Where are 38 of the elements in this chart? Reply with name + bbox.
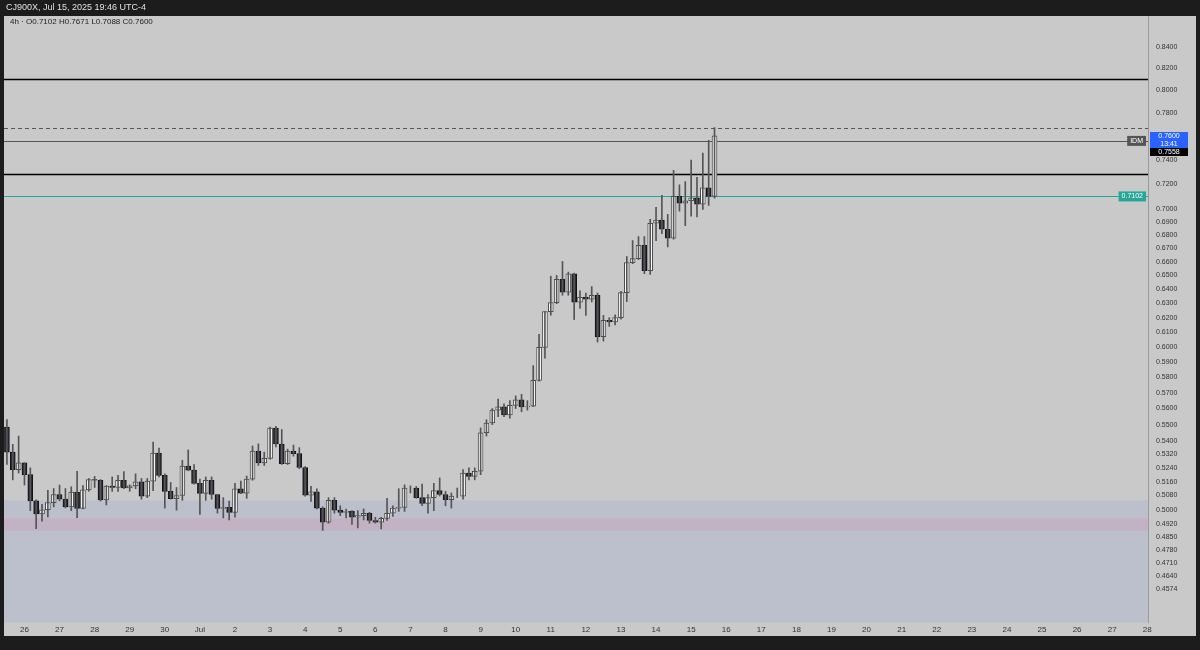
x-tick-label: 12 bbox=[581, 625, 591, 635]
x-tick-label: 15 bbox=[686, 625, 697, 635]
x-tick-label: 23 bbox=[967, 625, 977, 635]
x-tick-label: 11 bbox=[546, 625, 556, 635]
x-tick-label: 22 bbox=[932, 625, 942, 635]
x-tick-label: 4 bbox=[302, 625, 308, 635]
x-tick-label: 10 bbox=[511, 625, 521, 635]
x-tick-label: 27 bbox=[1107, 625, 1118, 635]
x-tick-label: Jul bbox=[194, 625, 206, 635]
x-tick-label: 8 bbox=[443, 625, 449, 635]
x-tick-label: 21 bbox=[897, 625, 907, 635]
x-tick-label: 28 bbox=[90, 625, 100, 635]
candlestick bbox=[354, 510, 361, 529]
candlestick bbox=[682, 181, 689, 227]
x-tick-label: 27 bbox=[55, 625, 65, 635]
x-tick-label: 9 bbox=[478, 625, 484, 635]
chart-subtitle: 4h · O0.7102 H0.7671 L0.7088 C0.7600 bbox=[10, 17, 154, 27]
x-tick-label: 17 bbox=[756, 625, 767, 635]
x-tick-label: 26 bbox=[20, 625, 30, 635]
x-tick-label: 6 bbox=[373, 625, 379, 635]
x-tick-label: 2 bbox=[232, 625, 238, 635]
candlestick bbox=[395, 488, 402, 512]
x-tick-label: 13 bbox=[616, 625, 626, 635]
x-tick-label: 18 bbox=[791, 625, 802, 635]
x-tick-label: 20 bbox=[862, 625, 872, 635]
x-tick-label: 29 bbox=[125, 625, 135, 635]
x-tick-label: 3 bbox=[267, 625, 273, 635]
x-tick-label: 7 bbox=[408, 625, 414, 635]
x-tick-label: 26 bbox=[1072, 625, 1083, 635]
x-tick-label: 30 bbox=[160, 625, 170, 635]
x-tick-label: 19 bbox=[827, 625, 837, 635]
x-tick-label: 5 bbox=[338, 625, 344, 635]
x-tick-label: 28 bbox=[1142, 625, 1153, 635]
x-tick-label: 16 bbox=[721, 625, 732, 635]
x-tick-label: 24 bbox=[1002, 625, 1012, 635]
chart-title: CJ900X, Jul 15, 2025 19:46 UTC-4 bbox=[6, 2, 147, 13]
x-tick-label: 25 bbox=[1037, 625, 1047, 635]
x-tick-label: 14 bbox=[651, 625, 662, 635]
